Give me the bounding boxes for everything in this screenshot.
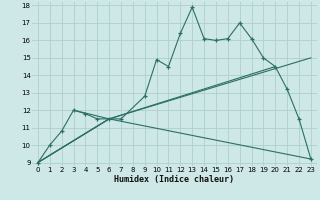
X-axis label: Humidex (Indice chaleur): Humidex (Indice chaleur) xyxy=(115,175,234,184)
